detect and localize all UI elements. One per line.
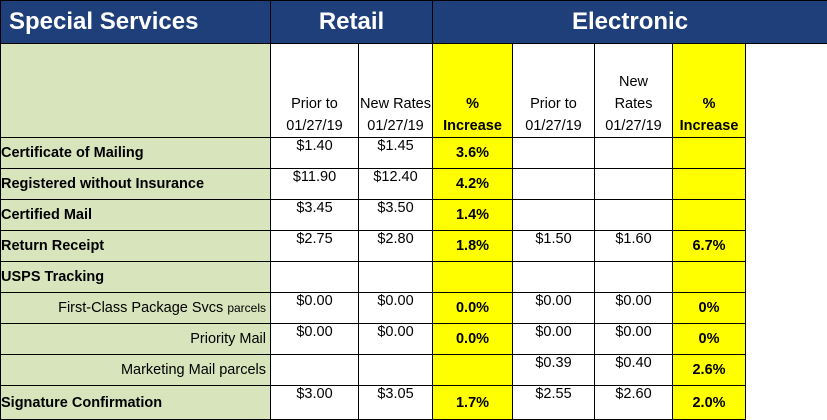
row-label: First-Class Package Svcs parcels <box>1 293 271 324</box>
retail-pct-cell: 0.0% <box>433 324 513 355</box>
retail-pct-cell: 0.0% <box>433 293 513 324</box>
table-row: First-Class Package Svcs parcels$0.00$0.… <box>1 293 827 324</box>
table-title: Special Services <box>1 1 271 44</box>
table-row: USPS Tracking <box>1 262 827 293</box>
electronic-prior-cell <box>513 262 595 293</box>
row-label: Priority Mail <box>1 324 271 355</box>
electronic-prior-cell: $0.00 <box>513 324 595 355</box>
electronic-prior-cell: $1.50 <box>513 231 595 262</box>
electronic-prior-cell <box>513 138 595 169</box>
header-row: Special Services Retail Electronic <box>1 1 827 44</box>
retail-new-cell: $2.80 <box>359 231 433 262</box>
retail-prior-cell: $0.00 <box>271 324 359 355</box>
electronic-new-cell: $2.60 <box>595 386 673 420</box>
retail-new-cell: $1.45 <box>359 138 433 169</box>
retail-pct-cell: 1.7% <box>433 386 513 420</box>
retail-new-cell <box>359 262 433 293</box>
retail-new-cell: $3.05 <box>359 386 433 420</box>
electronic-new-cell: $0.40 <box>595 355 673 386</box>
retail-prior-cell <box>271 262 359 293</box>
table-row: Registered without Insurance$11.90$12.40… <box>1 169 827 200</box>
electronic-new-cell: $0.00 <box>595 293 673 324</box>
row-label: Registered without Insurance <box>1 169 271 200</box>
retail-prior-cell <box>271 355 359 386</box>
retail-prior-cell: $2.75 <box>271 231 359 262</box>
electronic-pct-cell: 2.0% <box>673 386 746 420</box>
electronic-new-cell: $0.00 <box>595 324 673 355</box>
retail-prior-cell: $3.45 <box>271 200 359 231</box>
electronic-pct-cell: 2.6% <box>673 355 746 386</box>
retail-new-cell: $3.50 <box>359 200 433 231</box>
retail-pct-cell <box>433 262 513 293</box>
retail-header: Retail <box>271 1 433 44</box>
electronic-prior-cell: $0.39 <box>513 355 595 386</box>
electronic-pct-cell <box>673 262 746 293</box>
col-retail-pct: %Increase <box>433 44 513 138</box>
electronic-prior-cell: $0.00 <box>513 293 595 324</box>
retail-new-cell <box>359 355 433 386</box>
retail-new-cell: $12.40 <box>359 169 433 200</box>
retail-prior-cell: $3.00 <box>271 386 359 420</box>
electronic-prior-cell <box>513 169 595 200</box>
electronic-prior-cell: $2.55 <box>513 386 595 420</box>
electronic-new-cell <box>595 262 673 293</box>
retail-pct-cell: 1.8% <box>433 231 513 262</box>
retail-prior-cell: $11.90 <box>271 169 359 200</box>
retail-pct-cell: 3.6% <box>433 138 513 169</box>
electronic-header: Electronic <box>433 1 827 44</box>
row-label: Certified Mail <box>1 200 271 231</box>
electronic-new-cell <box>595 138 673 169</box>
electronic-pct-cell <box>673 200 746 231</box>
retail-prior-cell: $1.40 <box>271 138 359 169</box>
electronic-new-cell <box>595 169 673 200</box>
col-electronic-pct: %Increase <box>673 44 746 138</box>
electronic-pct-cell <box>673 169 746 200</box>
row-label: USPS Tracking <box>1 262 271 293</box>
row-label: Signature Confirmation <box>1 386 271 420</box>
electronic-pct-cell: 6.7% <box>673 231 746 262</box>
retail-pct-cell <box>433 355 513 386</box>
retail-new-cell: $0.00 <box>359 293 433 324</box>
retail-prior-cell: $0.00 <box>271 293 359 324</box>
empty-label-header <box>1 44 271 138</box>
row-label: Certificate of Mailing <box>1 138 271 169</box>
retail-pct-cell: 4.2% <box>433 169 513 200</box>
row-label: Return Receipt <box>1 231 271 262</box>
electronic-pct-cell: 0% <box>673 293 746 324</box>
electronic-pct-cell: 0% <box>673 324 746 355</box>
retail-pct-cell: 1.4% <box>433 200 513 231</box>
electronic-prior-cell <box>513 200 595 231</box>
electronic-pct-cell <box>673 138 746 169</box>
electronic-new-cell <box>595 200 673 231</box>
row-label: Marketing Mail parcels <box>1 355 271 386</box>
retail-new-cell: $0.00 <box>359 324 433 355</box>
electronic-new-cell: $1.60 <box>595 231 673 262</box>
